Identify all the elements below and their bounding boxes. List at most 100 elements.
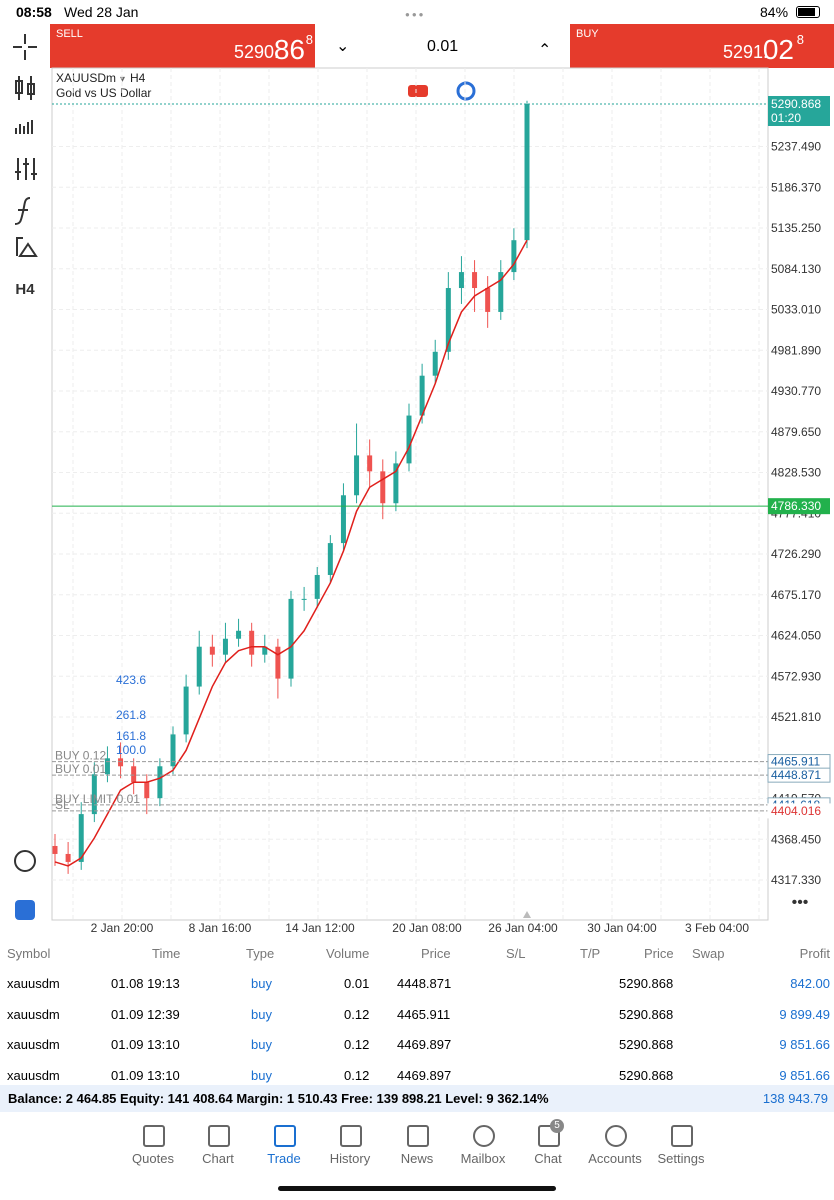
y-tick-label: 4368.450 [771, 832, 821, 846]
candle-body [52, 845, 58, 854]
table-cell: 9 851.66 [779, 1037, 830, 1052]
tab-icon [473, 1125, 495, 1147]
more-menu[interactable]: ••• [792, 894, 809, 911]
tab-label: Chart [202, 1151, 234, 1166]
date: Wed 28 Jan [64, 4, 139, 20]
candle-icon[interactable] [15, 76, 35, 100]
settings-icon[interactable] [15, 158, 37, 180]
sell-price: 5290. [233, 42, 279, 62]
y-tick-label: 5186.370 [771, 180, 821, 194]
y-tick-label: 5135.250 [771, 221, 821, 235]
volume-down[interactable]: ⌄ [336, 38, 350, 55]
objects-icon[interactable] [16, 237, 38, 257]
symbol-arrow: ▾ [120, 74, 125, 85]
table-cell: buy [251, 1037, 272, 1052]
y-tick-label: 4317.330 [771, 873, 821, 887]
tab-icon [538, 1125, 560, 1147]
tab-icon [274, 1125, 296, 1147]
fib-label: 100.0 [116, 743, 146, 757]
column-header: Type [246, 946, 275, 961]
candle-body [393, 463, 399, 504]
chart-frame [51, 67, 769, 921]
candle-body [472, 272, 478, 289]
candle-body [78, 814, 84, 862]
description: Gold vs US Dollar [56, 86, 151, 100]
volume-up[interactable]: ⌃ [538, 42, 552, 59]
x-tick-label: 20 Jan 08:00 [392, 921, 462, 935]
candle-body [144, 782, 150, 799]
one-click-icon[interactable] [408, 85, 428, 97]
tab-label: Chat [534, 1151, 562, 1166]
tab[interactable]: History [318, 1115, 382, 1171]
candle-body [498, 272, 504, 312]
candle-body [340, 495, 346, 544]
tab-icon [340, 1125, 362, 1147]
candle-body [288, 598, 294, 679]
candle-body [65, 853, 71, 862]
tab[interactable]: Accounts [583, 1115, 647, 1171]
tab[interactable]: Mailbox [451, 1115, 515, 1171]
function-icon[interactable] [14, 197, 31, 225]
table-cell: 0.12 [344, 1067, 370, 1083]
fib-label: 423.6 [116, 673, 146, 687]
app-icon[interactable] [15, 900, 35, 920]
tab[interactable]: Chat [516, 1115, 580, 1171]
table-cell: 9 851.66 [779, 1067, 830, 1083]
tab[interactable]: News [385, 1115, 449, 1171]
table-cell: 9 899.49 [779, 1006, 830, 1022]
summary: Balance: 2 464.85 Equity: 141 408.64 Mar… [8, 1091, 549, 1106]
positions-table: Symbol Time Type Volume Price S/L T/P Price Swap… [0, 938, 834, 1088]
y-tick-label: 4828.530 [771, 466, 821, 480]
table-cell: 4448.871 [397, 976, 452, 991]
tab-icon [605, 1125, 627, 1147]
table-cell: 5290.868 [619, 1037, 674, 1052]
tab-icon [143, 1125, 165, 1147]
table-cell: 5290.868 [619, 976, 674, 991]
indicators-icon[interactable] [15, 120, 33, 134]
candle-body [170, 734, 176, 767]
tab-icon [208, 1125, 230, 1147]
tab-label: History [329, 1151, 371, 1166]
table-cell: 4469.897 [397, 1067, 452, 1083]
current-time-label: 01:20 [771, 111, 801, 125]
sell-price-big: 86 [273, 34, 305, 65]
candle-body [301, 598, 307, 600]
column-header: Price [421, 946, 451, 961]
buy-button[interactable]: BUY 5291. 02 8 [570, 24, 834, 68]
total-profit: 138 943.79 [762, 1091, 828, 1106]
order-text: BUY 0.12 [55, 749, 106, 763]
table-cell: 5290.868 [619, 1067, 674, 1083]
table-cell: 01.09 13:10 [111, 1037, 180, 1052]
column-header: Profit [799, 946, 830, 961]
tab-label: Trade [267, 1151, 301, 1166]
order-text: SL [55, 798, 70, 812]
candle-body [314, 574, 320, 599]
tab[interactable]: Settings [649, 1115, 713, 1171]
volume[interactable]: 0.01 [427, 38, 459, 55]
clock: 08:58 [16, 4, 52, 20]
tab[interactable]: Quotes [121, 1115, 185, 1171]
candle-body [524, 104, 530, 241]
timeframe[interactable]: H4 [15, 281, 35, 298]
table-cell: 0.12 [344, 1006, 370, 1022]
battery-icon [796, 6, 820, 18]
tab[interactable]: Chart [186, 1115, 250, 1171]
sell-button[interactable]: SELL 5290. 86 8 [50, 24, 315, 68]
candle-body [183, 686, 189, 735]
chart: XAUUSDm ▾ H4 Gold vs US Dollar ••• 5237.… [51, 67, 831, 935]
y-tick-label: 4981.890 [771, 343, 821, 357]
analytics-icon[interactable] [14, 850, 36, 872]
tab[interactable]: Trade [252, 1115, 316, 1171]
candle-body [406, 415, 412, 464]
candle-body [432, 351, 438, 376]
candle-body [104, 758, 110, 775]
candle-body [118, 758, 124, 767]
depth-icon[interactable] [456, 81, 476, 101]
level-box [768, 498, 830, 515]
x-tick-label: 30 Jan 04:00 [587, 921, 657, 935]
crosshair-icon[interactable] [13, 34, 37, 60]
candle-body [511, 240, 517, 273]
y-tick-label: 4521.810 [771, 710, 821, 724]
candle-body [262, 646, 268, 655]
candle-body [458, 272, 464, 289]
